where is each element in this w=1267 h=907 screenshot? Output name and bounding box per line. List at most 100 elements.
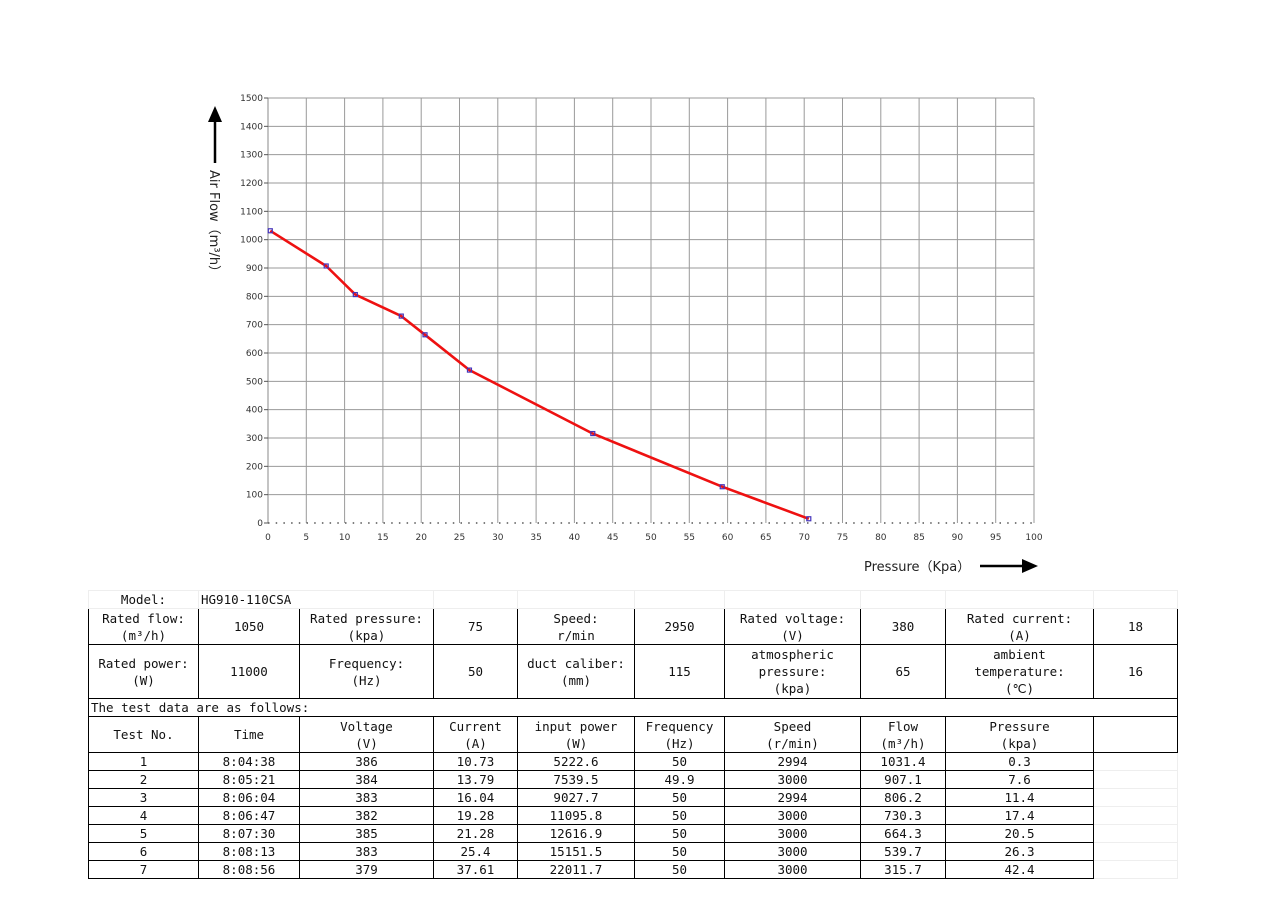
cell-flow: 664.3 <box>860 824 946 843</box>
cell-flow: 1031.4 <box>860 752 946 771</box>
cell-flow: 539.7 <box>860 842 946 861</box>
header-pressure: Pressure (kpa) <box>945 716 1094 753</box>
x-tick-label: 55 <box>684 533 695 543</box>
y-tick-label: 1000 <box>240 236 263 246</box>
data-point <box>466 367 473 373</box>
cell-blank <box>1093 770 1178 789</box>
x-tick-label: 30 <box>492 533 504 543</box>
table-row: 5 8:07:30 385 21.28 12616.9 50 3000 664.3 20.5 <box>88 824 1178 843</box>
cell-input-power: 9027.7 <box>517 788 635 807</box>
speed-label: Speed: r/min <box>517 608 635 645</box>
x-tick-label: 95 <box>990 533 1001 543</box>
rated-pressure-value: 75 <box>433 608 518 645</box>
cell-time: 8:06:47 <box>198 806 300 825</box>
cell-current: 37.61 <box>433 860 518 879</box>
cell-time: 8:04:38 <box>198 752 300 771</box>
cell-blank <box>1093 842 1178 861</box>
table-row: 3 8:06:04 383 16.04 9027.7 50 2994 806.2 11.4 <box>88 788 1178 807</box>
atmospheric-pressure-label: atmospheric pressure: (kpa) <box>724 644 861 699</box>
cell-test-no: 7 <box>88 860 199 879</box>
rated-flow-label: Rated flow: (m³/h) <box>88 608 199 645</box>
x-tick-label: 40 <box>569 533 581 543</box>
duct-caliber-value: 115 <box>634 644 725 699</box>
x-tick-label: 25 <box>454 533 465 543</box>
x-axis-arrow <box>980 559 1038 573</box>
x-tick-label: 15 <box>377 533 388 543</box>
rated-voltage-label: Rated voltage: (V) <box>724 608 861 645</box>
cell-current: 19.28 <box>433 806 518 825</box>
cell-voltage: 383 <box>299 788 434 807</box>
cell-blank <box>1093 860 1178 879</box>
cell-time: 8:06:04 <box>198 788 300 807</box>
x-tick-label: 75 <box>837 533 848 543</box>
cell-speed: 3000 <box>724 842 861 861</box>
table-row: 4 8:06:47 382 19.28 11095.8 50 3000 730.3 17.4 <box>88 806 1178 825</box>
header-test-no: Test No. <box>88 716 199 753</box>
x-tick-label: 100 <box>1025 533 1042 543</box>
data-point <box>323 263 329 269</box>
specification-table: Model: HG910-110CSA Rated flow: (m³/h) 10… <box>88 590 1178 879</box>
cell-flow: 730.3 <box>860 806 946 825</box>
cell-current: 25.4 <box>433 842 518 861</box>
cell-speed: 2994 <box>724 752 861 771</box>
cell-current: 21.28 <box>433 824 518 843</box>
cell-blank <box>1093 788 1178 807</box>
cell-time: 8:08:13 <box>198 842 300 861</box>
cell-current: 13.79 <box>433 770 518 789</box>
y-tick-label: 200 <box>246 462 263 472</box>
cell-speed: 3000 <box>724 824 861 843</box>
test-header-row: Test No. Time Voltage (V) Current (A) input po… <box>88 716 1178 753</box>
cell-flow: 315.7 <box>860 860 946 879</box>
y-tick-label: 1200 <box>240 179 263 189</box>
data-point <box>590 430 596 437</box>
rated-power-label: Rated power: (W) <box>88 644 199 699</box>
data-point <box>398 313 404 319</box>
cell-flow: 806.2 <box>860 788 946 807</box>
frequency-value: 50 <box>433 644 518 699</box>
header-current: Current (A) <box>433 716 518 753</box>
x-tick-label: 0 <box>265 533 271 543</box>
x-axis-ticks: 0 5 10 15 20 25 30 35 40 45 50 55 60 65 70 75 80 85 90 95 10… <box>265 533 1043 543</box>
cell-pressure: 7.6 <box>945 770 1094 789</box>
data-point-markers <box>267 228 812 522</box>
y-tick-label: 1300 <box>240 151 263 161</box>
x-tick-label: 5 <box>303 533 309 543</box>
table-row: 6 8:08:13 383 25.4 15151.5 50 3000 539.7 26.3 <box>88 842 1178 861</box>
x-tick-label: 50 <box>645 533 657 543</box>
ambient-temperature-value: 16 <box>1093 644 1178 699</box>
x-tick-label: 10 <box>339 533 351 543</box>
cell-pressure: 26.3 <box>945 842 1094 861</box>
cell-time: 8:07:30 <box>198 824 300 843</box>
y-tick-label: 1500 <box>240 94 263 104</box>
header-flow: Flow (m³/h) <box>860 716 946 753</box>
cell-time: 8:05:21 <box>198 770 300 789</box>
cell-pressure: 11.4 <box>945 788 1094 807</box>
speed-value: 2950 <box>634 608 725 645</box>
x-tick-label: 45 <box>607 533 618 543</box>
cell-test-no: 6 <box>88 842 199 861</box>
cell-input-power: 5222.6 <box>517 752 635 771</box>
data-point <box>806 516 812 522</box>
table-row: 2 8:05:21 384 13.79 7539.5 49.9 3000 907.1 7.6 <box>88 770 1178 789</box>
cell-voltage: 379 <box>299 860 434 879</box>
cell-test-no: 4 <box>88 806 199 825</box>
cell-voltage: 383 <box>299 842 434 861</box>
cell-current: 10.73 <box>433 752 518 771</box>
cell-pressure: 17.4 <box>945 806 1094 825</box>
y-tick-label: 800 <box>246 292 263 302</box>
cell-blank <box>1093 824 1178 843</box>
header-blank <box>1093 716 1178 753</box>
rated-pressure-label: Rated pressure: (kpa) <box>299 608 434 645</box>
y-tick-label: 700 <box>246 321 263 331</box>
rated-voltage-value: 380 <box>860 608 946 645</box>
cell-current: 16.04 <box>433 788 518 807</box>
cell-flow: 907.1 <box>860 770 946 789</box>
table-row: 1 8:04:38 386 10.73 5222.6 50 2994 1031.4 0.3 <box>88 752 1178 771</box>
cell-voltage: 384 <box>299 770 434 789</box>
test-data-body: 1 8:04:38 386 10.73 5222.6 50 2994 1031.4 0.3 2 8:… <box>88 752 1178 879</box>
rated-current-value: 18 <box>1093 608 1178 645</box>
header-voltage: Voltage (V) <box>299 716 434 753</box>
cell-test-no: 1 <box>88 752 199 771</box>
header-time: Time <box>198 716 300 753</box>
header-frequency: Frequency (Hz) <box>634 716 725 753</box>
